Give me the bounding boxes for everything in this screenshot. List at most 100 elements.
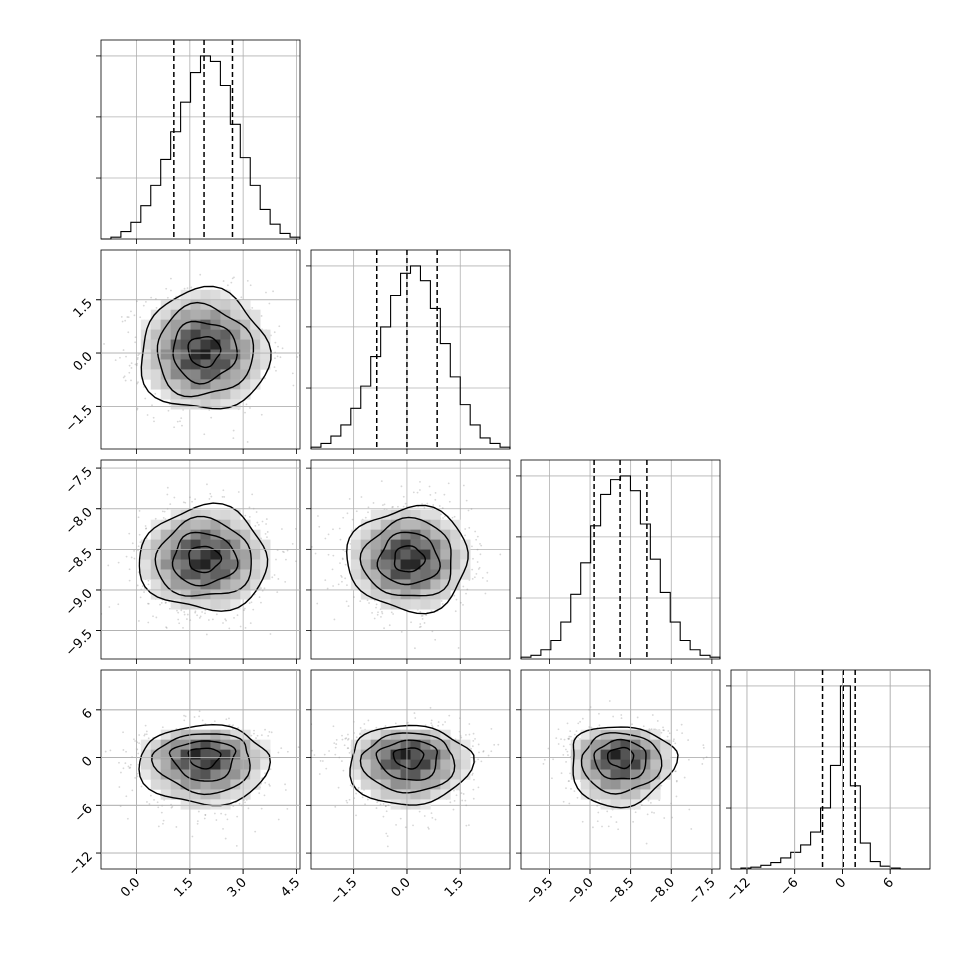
sample-point — [162, 819, 165, 822]
sample-point — [421, 503, 423, 505]
sample-point — [159, 603, 161, 606]
density-cell — [220, 779, 231, 790]
sample-point — [428, 485, 431, 488]
density-cell — [620, 769, 631, 780]
density-cell — [210, 559, 221, 570]
density-cell — [160, 519, 171, 530]
sample-point — [251, 306, 254, 309]
density-cell — [400, 569, 411, 580]
density-cell — [180, 379, 191, 390]
density-cell — [350, 529, 362, 540]
density-cell — [210, 379, 221, 390]
sample-point — [120, 771, 122, 774]
sample-point — [601, 825, 603, 828]
contour-line — [188, 545, 223, 574]
density-cell — [640, 779, 651, 790]
density-cell — [170, 299, 181, 310]
density-cell — [160, 769, 171, 780]
sample-point — [148, 803, 151, 805]
density-cell — [380, 579, 391, 590]
density-cell — [390, 729, 401, 740]
density-frame — [100, 459, 301, 660]
density-cell — [450, 759, 461, 770]
density-cell — [220, 319, 231, 330]
sample-point — [493, 743, 496, 746]
sample-point — [344, 563, 347, 566]
sample-point — [147, 602, 149, 605]
density-cell — [350, 759, 362, 770]
sample-point — [569, 735, 572, 738]
sample-point — [206, 483, 208, 486]
x-tick-label: 6 — [881, 875, 897, 891]
density-cell — [380, 779, 391, 790]
density-cell — [360, 519, 371, 530]
density-cell — [630, 729, 641, 740]
density-cell — [220, 369, 231, 380]
density-cell — [630, 759, 641, 770]
sample-point — [145, 730, 148, 733]
sample-point — [395, 823, 397, 826]
sample-point — [157, 806, 160, 809]
sample-point — [199, 273, 202, 276]
density-cell — [210, 299, 221, 310]
sample-point — [702, 757, 705, 760]
density-cell — [390, 569, 401, 580]
density-cell — [420, 759, 431, 770]
density-cell — [360, 729, 371, 740]
sample-point — [342, 548, 345, 551]
density-cell — [580, 729, 591, 740]
density-cell — [190, 399, 201, 410]
density-cell — [160, 749, 171, 760]
sample-point — [351, 518, 354, 521]
sample-point — [133, 557, 136, 560]
sample-point — [114, 359, 117, 362]
sample-point — [459, 601, 462, 604]
sample-point — [552, 758, 555, 761]
density-cell — [350, 549, 362, 560]
sample-point — [339, 538, 342, 541]
density-content — [101, 483, 297, 636]
sample-point — [281, 528, 283, 530]
density-cell — [620, 739, 631, 750]
sample-point — [183, 287, 186, 290]
sample-point — [182, 627, 184, 629]
density-cell — [150, 339, 161, 350]
histogram-frame — [730, 669, 931, 870]
sample-point — [223, 496, 226, 498]
density-cell — [190, 379, 201, 390]
sample-point — [481, 577, 484, 579]
density-cell — [600, 759, 611, 770]
x-tick-label: −12 — [724, 875, 754, 905]
sample-point — [471, 545, 473, 548]
density-cell — [210, 389, 221, 400]
sample-point — [168, 607, 171, 610]
sample-point — [477, 786, 480, 789]
sample-point — [295, 560, 297, 563]
sample-point — [277, 578, 280, 580]
density-cell — [640, 739, 651, 750]
density-cell — [140, 749, 152, 760]
sample-point — [183, 719, 186, 722]
y-tick-label: −8.0 — [63, 505, 96, 538]
sample-point — [246, 279, 249, 282]
sample-point — [277, 818, 280, 821]
sample-point — [429, 493, 432, 496]
sample-point — [674, 770, 677, 773]
contour-line — [359, 732, 456, 794]
sample-point — [465, 824, 468, 827]
contour-line — [359, 516, 452, 597]
sample-point — [256, 247, 258, 249]
contour-line — [154, 515, 252, 597]
x-tick-label: −6 — [777, 875, 801, 899]
sample-point — [332, 554, 335, 557]
density-cell — [240, 789, 251, 800]
sample-point — [339, 562, 341, 565]
density-cell — [250, 769, 261, 780]
density-cell — [370, 559, 381, 570]
sample-point — [277, 751, 280, 754]
density-cell — [250, 579, 261, 590]
sample-point — [423, 815, 426, 817]
sample-point — [334, 746, 337, 749]
density-cell — [220, 339, 231, 350]
density-cell — [190, 289, 201, 301]
